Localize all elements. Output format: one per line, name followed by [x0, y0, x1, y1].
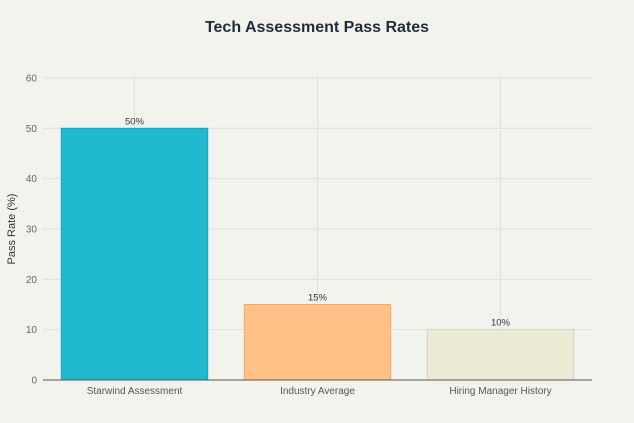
x-axis-ticks: Starwind Assessment Industry Average Hirin… — [87, 386, 552, 397]
y-tick-label: 60 — [26, 74, 38, 85]
y-tick-label: 30 — [26, 225, 38, 236]
data-label-1: 15% — [308, 293, 328, 304]
y-axis-ticks: 0 10 20 30 40 50 60 — [26, 74, 38, 387]
data-label-2: 10% — [491, 318, 511, 329]
y-tick-label: 20 — [26, 275, 38, 286]
y-tick-label: 0 — [31, 376, 37, 387]
chart-title: Tech Assessment Pass Rates — [205, 19, 429, 36]
y-axis-label: Pass Rate (%) — [6, 194, 18, 265]
bar-1 — [243, 304, 392, 381]
x-tick-label-1: Industry Average — [280, 386, 355, 397]
data-label-0: 50% — [125, 116, 145, 127]
y-tick-label: 40 — [26, 174, 38, 185]
y-tick-label: 10 — [26, 325, 38, 336]
bar-2 — [426, 329, 575, 381]
bar-0 — [60, 127, 209, 381]
y-tick-label: 50 — [26, 124, 38, 135]
x-tick-label-0: Starwind Assessment — [87, 386, 183, 397]
x-tick-label-2: Hiring Manager History — [449, 386, 551, 397]
data-labels: 50% 15% 10% — [125, 116, 511, 328]
